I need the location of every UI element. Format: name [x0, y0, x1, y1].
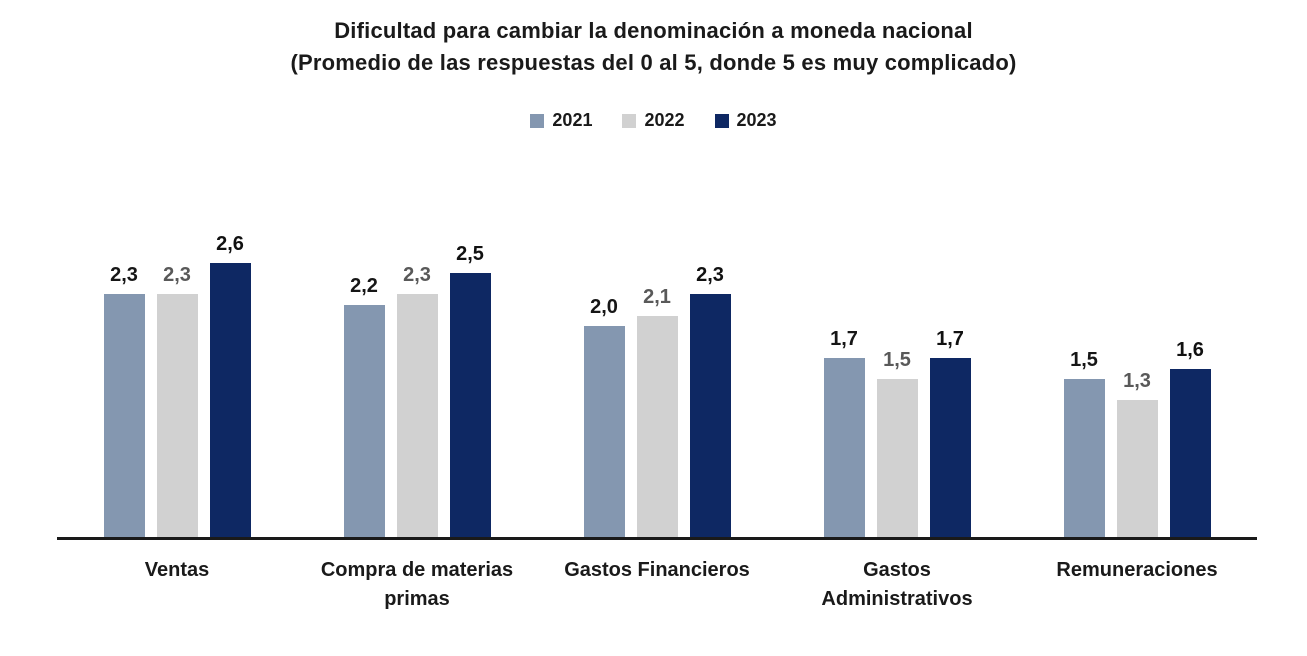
category-label: Remuneraciones	[1017, 556, 1257, 614]
bar-wrap: 1,3	[1116, 370, 1158, 538]
legend-label: 2022	[644, 110, 685, 130]
bar-group: 2,2 2,3 2,5	[297, 178, 537, 538]
bar-value-label: 1,6	[1176, 339, 1204, 361]
category-label: Gastos Financieros	[537, 556, 777, 614]
category-label: Gastos Administrativos	[777, 556, 1017, 614]
bar-wrap: 2,6	[209, 233, 251, 538]
bar-value-label: 1,3	[1123, 370, 1151, 392]
category-label-line: primas	[384, 588, 450, 610]
legend-swatch-2023	[714, 113, 729, 128]
category-label: Ventas	[57, 556, 297, 614]
category-label-line: Administrativos	[821, 588, 973, 610]
bar-value-label: 2,0	[590, 296, 618, 318]
bar-group: 1,7 1,5 1,7	[777, 178, 1017, 538]
legend-swatch-2022	[622, 113, 637, 128]
bar-wrap: 2,0	[583, 296, 625, 538]
bar-group: 1,5 1,3 1,6	[1017, 178, 1257, 538]
bar-groups: 2,3 2,3 2,6 2,2 2,3 2,5 2,0 2,1 2,3 1,7 1,5 1,7 1,5 1…	[57, 178, 1257, 538]
chart-legend: 2021 2022 2023	[0, 110, 1307, 131]
chart-bar-2022	[876, 379, 918, 538]
category-label-line: Gastos Financieros	[564, 559, 750, 581]
chart-bar-2023	[929, 358, 971, 538]
bar-value-label: 2,1	[643, 286, 671, 308]
bar-wrap: 2,3	[103, 264, 145, 538]
plot-area: 2,3 2,3 2,6 2,2 2,3 2,5 2,0 2,1 2,3 1,7 1,5 1,7 1,5 1…	[57, 178, 1257, 540]
chart-bar-2022	[636, 316, 678, 538]
bar-wrap: 2,3	[156, 264, 198, 538]
category-label-line: Remuneraciones	[1056, 559, 1218, 581]
bar-value-label: 2,2	[350, 275, 378, 297]
legend-item-2022: 2022	[622, 110, 685, 131]
chart-bar-2021	[343, 305, 385, 538]
chart-bar-2023	[689, 294, 731, 538]
bar-wrap: 2,2	[343, 275, 385, 538]
chart-title: Dificultad para cambiar la denominación …	[334, 18, 973, 43]
chart-bar-2022	[156, 294, 198, 538]
bar-value-label: 2,6	[216, 233, 244, 255]
category-label-line: Gastos	[863, 559, 931, 581]
category-labels: Ventas Compra de materias primas Gastos Fin…	[57, 556, 1257, 614]
bar-value-label: 1,7	[830, 328, 858, 350]
legend-label: 2023	[736, 110, 777, 130]
bar-wrap: 1,6	[1169, 339, 1211, 538]
bar-value-label: 2,3	[163, 264, 191, 286]
legend-item-2023: 2023	[714, 110, 777, 131]
chart-bar-2023	[449, 273, 491, 538]
bar-value-label: 1,5	[1070, 349, 1098, 371]
chart-subtitle: (Promedio de las respuestas del 0 al 5, …	[290, 50, 1017, 75]
x-axis-line	[57, 537, 1257, 540]
legend-swatch-2021	[530, 113, 545, 128]
bar-value-label: 2,3	[403, 264, 431, 286]
bar-wrap: 2,1	[636, 286, 678, 538]
bar-wrap: 2,3	[689, 264, 731, 538]
chart-bar-2021	[583, 326, 625, 538]
bar-value-label: 2,3	[696, 264, 724, 286]
bar-wrap: 1,5	[876, 349, 918, 538]
chart-bar-2022	[396, 294, 438, 538]
bar-wrap: 2,3	[396, 264, 438, 538]
bar-value-label: 2,3	[110, 264, 138, 286]
category-label-line: Ventas	[144, 559, 210, 581]
bar-group: 2,3 2,3 2,6	[57, 178, 297, 538]
chart-bar-2021	[1063, 379, 1105, 538]
legend-item-2021: 2021	[530, 110, 592, 131]
chart-bar-2023	[1169, 369, 1211, 538]
bar-wrap: 1,7	[929, 328, 971, 538]
bar-value-label: 1,7	[936, 328, 964, 350]
category-label-line: Compra de materias	[320, 559, 514, 581]
bar-value-label: 2,5	[456, 243, 484, 265]
chart-bar-2023	[209, 263, 251, 538]
legend-label: 2021	[552, 110, 593, 130]
bar-wrap: 1,7	[823, 328, 865, 538]
bar-group: 2,0 2,1 2,3	[537, 178, 777, 538]
chart-bar-2022	[1116, 400, 1158, 538]
bar-wrap: 2,5	[449, 243, 491, 538]
bar-wrap: 1,5	[1063, 349, 1105, 538]
chart-bar-2021	[103, 294, 145, 538]
category-label: Compra de materias primas	[297, 556, 537, 614]
bar-value-label: 1,5	[883, 349, 911, 371]
chart-bar-2021	[823, 358, 865, 538]
